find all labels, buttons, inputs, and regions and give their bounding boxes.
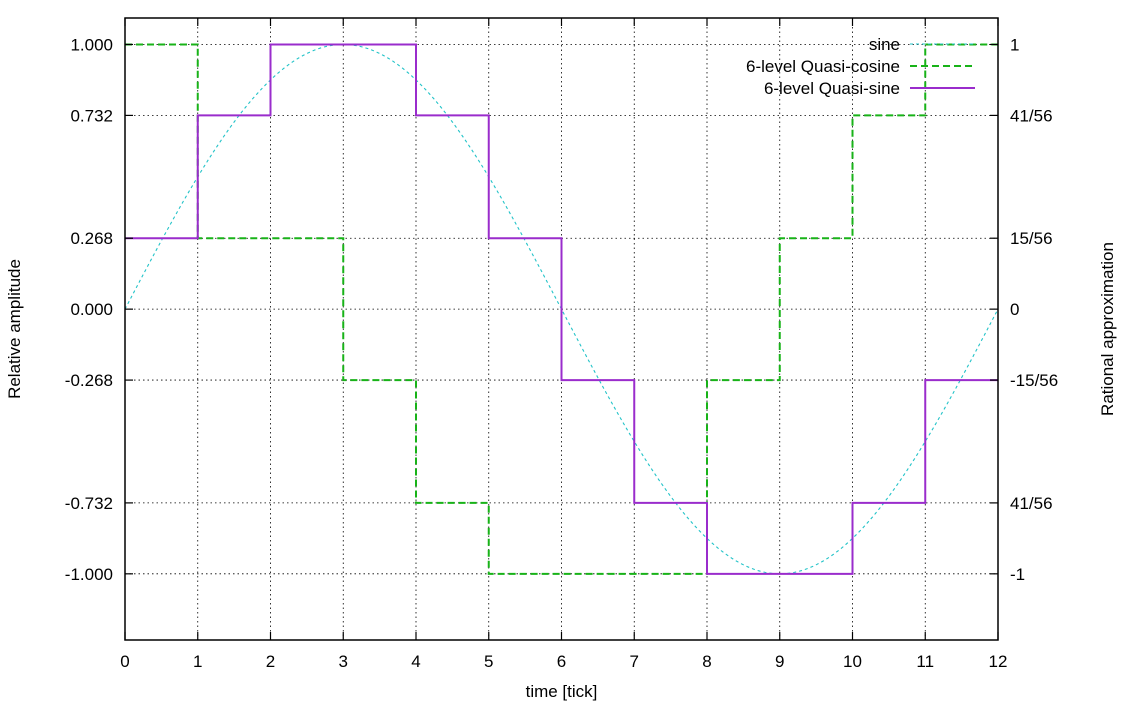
- x-tick-label: 6: [557, 652, 566, 671]
- y2-tick-label: 1: [1010, 35, 1019, 54]
- x-tick-label: 8: [702, 652, 711, 671]
- y-tick-label: 0.000: [70, 300, 113, 319]
- y2-tick-label: 15/56: [1010, 229, 1053, 248]
- y2-tick-label: -1: [1010, 565, 1025, 584]
- legend-label: 6-level Quasi-sine: [764, 79, 900, 98]
- y2-tick-label: 41/56: [1010, 106, 1053, 125]
- y-tick-label: 1.000: [70, 35, 113, 54]
- x-tick-label: 10: [843, 652, 862, 671]
- x-tick-label: 4: [411, 652, 420, 671]
- plot-series: [124, 43, 999, 575]
- y-axis-title: Relative amplitude: [5, 259, 24, 399]
- y-tick-label: -1.000: [65, 565, 113, 584]
- x-tick-label: 0: [120, 652, 129, 671]
- x-axis-title: time [tick]: [526, 682, 598, 701]
- legend: sine 6-level Quasi-cosine 6-level Quasi-si…: [746, 35, 975, 98]
- legend-label: 6-level Quasi-cosine: [746, 57, 900, 76]
- x-tick-label: 1: [193, 652, 202, 671]
- axis-ticks: 0 1 2 3 4 5 6 7 8 9 10 11 121.000 10.732 41/560.268 15/…: [65, 18, 1058, 671]
- legend-label: sine: [869, 35, 900, 54]
- x-tick-label: 5: [484, 652, 493, 671]
- x-tick-label: 7: [630, 652, 639, 671]
- y2-tick-label: 41/56: [1010, 494, 1053, 513]
- series-line-1: [125, 43, 998, 575]
- x-tick-label: 12: [989, 652, 1008, 671]
- x-tick-label: 2: [266, 652, 275, 671]
- y2-axis-title: Rational approximation: [1098, 242, 1117, 416]
- x-tick-label: 3: [339, 652, 348, 671]
- x-tick-label: 9: [775, 652, 784, 671]
- series-line-2: [125, 43, 998, 575]
- y2-tick-label: 0: [1010, 300, 1019, 319]
- x-tick-label: 11: [916, 652, 934, 671]
- y-tick-label: 0.732: [70, 106, 113, 125]
- y-tick-label: -0.732: [65, 494, 113, 513]
- y2-tick-label: -15/56: [1010, 371, 1058, 390]
- y-tick-label: -0.268: [65, 371, 113, 390]
- y-tick-label: 0.268: [70, 229, 113, 248]
